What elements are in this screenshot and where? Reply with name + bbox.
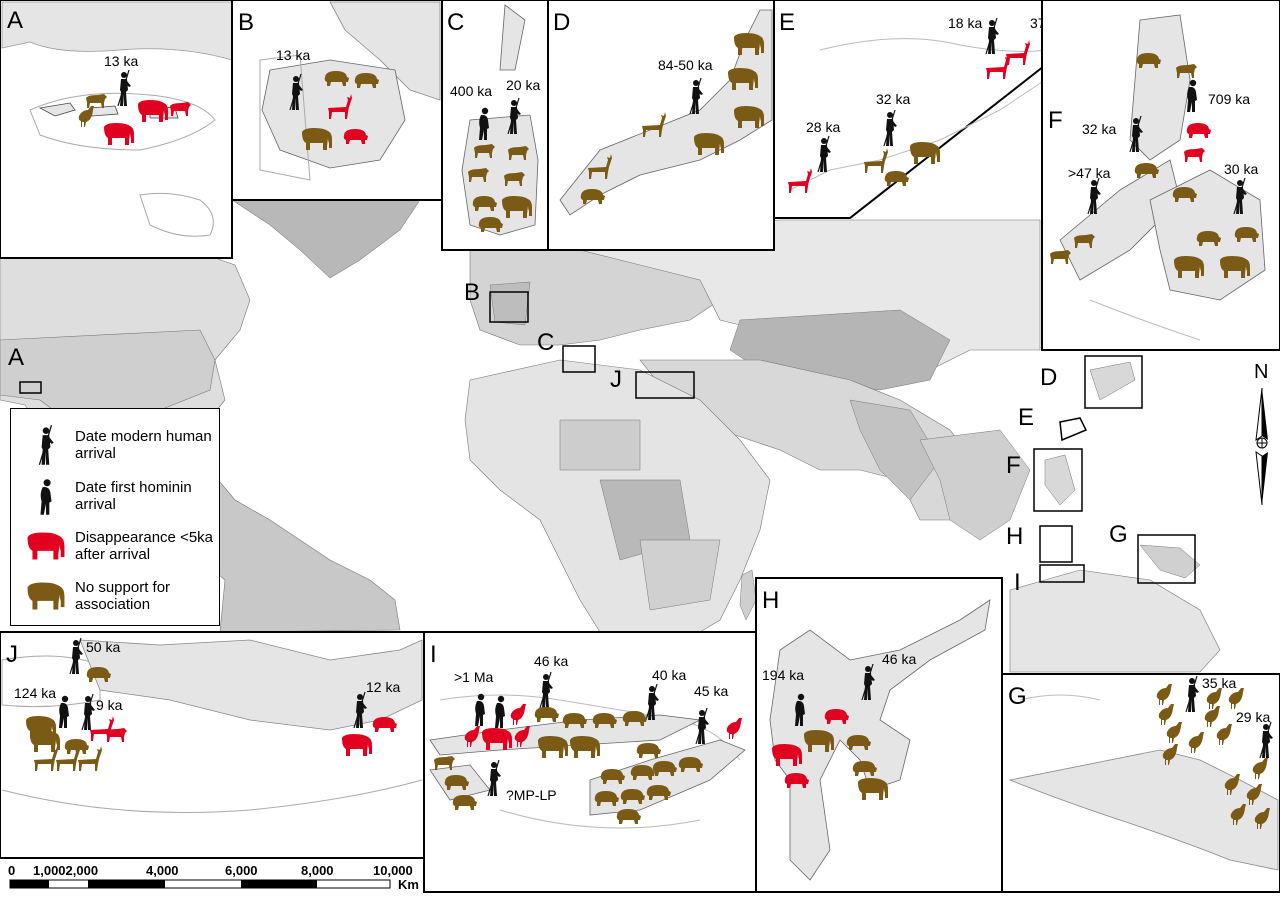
panel-g-date-1: 35 ka bbox=[1202, 675, 1236, 691]
panel-c-date-2: 20 ka bbox=[506, 77, 540, 93]
panel-j-date-2: 124 ka bbox=[14, 685, 56, 701]
panel-b-letter: B bbox=[238, 9, 254, 36]
scale-tick-3: 6,000 bbox=[225, 863, 258, 878]
north-arrow: N bbox=[1254, 361, 1268, 506]
panel-b: B 13 ka bbox=[231, 0, 443, 201]
elephant-brown-icon bbox=[27, 582, 65, 610]
panel-c: C 400 ka 20 ka bbox=[441, 0, 549, 251]
panel-f-date-4: 30 ka bbox=[1224, 161, 1258, 177]
panel-f-date-3: >47 ka bbox=[1068, 165, 1111, 181]
panel-c-date-1: 400 ka bbox=[450, 83, 492, 99]
legend-no-support-label: No support for association bbox=[75, 579, 171, 613]
panel-a: A 13 ka bbox=[0, 0, 233, 259]
scale-bar: 0 1,0002,000 4,000 6,000 8,000 10,000 Km bbox=[8, 863, 419, 892]
legend-first-hominin: Date first hominin arrival bbox=[17, 475, 217, 517]
panel-i-date-5: ?MP-LP bbox=[506, 787, 557, 803]
study-box-h[interactable] bbox=[1039, 525, 1073, 563]
panel-e: E 18 ka 37 ka 28 ka 32 ka bbox=[773, 0, 1123, 219]
panel-b-date: 13 ka bbox=[276, 47, 310, 63]
panel-h-date-1: 194 ka bbox=[762, 667, 804, 683]
legend-first-hominin-label: Date first hominin arrival bbox=[75, 479, 192, 513]
map-label-j: J bbox=[610, 366, 622, 393]
panel-j-letter: J bbox=[6, 641, 18, 668]
panel-j-date-1: 50 ka bbox=[86, 639, 120, 655]
panel-i-date-2: 46 ka bbox=[534, 653, 568, 669]
panel-h-letter: H bbox=[762, 587, 779, 614]
panel-d: D 84-50 ka bbox=[547, 0, 775, 251]
study-area-boxes bbox=[19, 291, 1196, 584]
scale-unit: Km bbox=[398, 877, 419, 892]
map-label-a: A bbox=[8, 344, 24, 371]
modern-human-icon bbox=[38, 424, 55, 466]
map-label-c: C bbox=[537, 329, 554, 356]
study-box-g[interactable] bbox=[1137, 534, 1196, 584]
map-label-g: G bbox=[1109, 521, 1128, 548]
study-box-f[interactable] bbox=[1033, 448, 1083, 512]
study-box-j[interactable] bbox=[635, 371, 695, 399]
map-label-f: F bbox=[1006, 452, 1021, 479]
panel-i-date-1: >1 Ma bbox=[454, 669, 494, 685]
panel-a-letter: A bbox=[7, 7, 23, 34]
panel-e-date-1: 18 ka bbox=[948, 15, 982, 31]
panel-e-letter: E bbox=[779, 9, 795, 36]
panel-j-date-4: 12 ka bbox=[366, 679, 400, 695]
panel-g-letter: G bbox=[1008, 683, 1027, 710]
panel-i-date-4: 45 ka bbox=[694, 683, 728, 699]
panel-d-date: 84-50 ka bbox=[658, 57, 713, 73]
elephant-icon bbox=[910, 142, 940, 164]
map-label-i: I bbox=[1014, 569, 1021, 596]
study-box-c[interactable] bbox=[562, 345, 596, 373]
legend-disappearance-label: Disappearance <5ka after arrival bbox=[75, 529, 214, 563]
map-label-d: D bbox=[1040, 364, 1057, 391]
legend-no-support: No support for association bbox=[17, 579, 217, 613]
legend-modern-human-label: Date modern human arrival bbox=[75, 428, 212, 462]
hominin-icon bbox=[40, 479, 52, 515]
scale-tick-0: 0 bbox=[8, 863, 15, 878]
map-label-b: B bbox=[464, 279, 480, 306]
map-label-h: H bbox=[1006, 523, 1023, 550]
panel-d-letter: D bbox=[553, 9, 570, 36]
panel-e-date-4: 32 ka bbox=[876, 91, 910, 107]
study-box-i[interactable] bbox=[1039, 564, 1085, 583]
study-box-a[interactable] bbox=[19, 381, 42, 394]
panel-g-date-2: 29 ka bbox=[1236, 709, 1270, 725]
study-box-d[interactable] bbox=[1084, 355, 1143, 409]
elephant-red-icon bbox=[27, 532, 65, 560]
legend-disappearance: Disappearance <5ka after arrival bbox=[17, 529, 217, 563]
study-box-e[interactable] bbox=[1059, 417, 1088, 442]
panel-a-date: 13 ka bbox=[104, 53, 138, 69]
study-box-b[interactable] bbox=[489, 291, 529, 323]
legend: Date modern human arrival Date first hom… bbox=[10, 408, 220, 626]
scale-tick-2: 4,000 bbox=[146, 863, 179, 878]
panel-f-letter: F bbox=[1048, 107, 1063, 134]
panel-j-date-3: 9 ka bbox=[96, 697, 123, 713]
scale-tick-1: 1,0002,000 bbox=[33, 863, 98, 878]
scale-tick-5: 10,000 bbox=[373, 863, 413, 878]
panel-i-date-3: 40 ka bbox=[652, 667, 686, 683]
scale-tick-4: 8,000 bbox=[301, 863, 334, 878]
panel-h-date-2: 46 ka bbox=[882, 651, 916, 667]
panel-c-letter: C bbox=[447, 9, 464, 36]
legend-modern-human: Date modern human arrival bbox=[17, 423, 217, 467]
panel-g: G 35 ka 29 ka bbox=[1001, 673, 1280, 893]
panel-i: I >1 Ma 46 ka 40 ka 45 ka ?MP-LP bbox=[423, 631, 757, 893]
panel-f: F 709 ka 32 ka >47 ka 30 ka bbox=[1041, 0, 1280, 351]
panel-f-date-2: 32 ka bbox=[1082, 121, 1116, 137]
panel-e-date-3: 28 ka bbox=[806, 119, 840, 135]
panel-f-date-1: 709 ka bbox=[1208, 91, 1250, 107]
map-label-e: E bbox=[1018, 404, 1034, 431]
map-letters: A B C J D E F H G I bbox=[8, 279, 1128, 596]
panel-i-letter: I bbox=[430, 641, 437, 668]
panel-h: H 194 ka 46 ka bbox=[755, 577, 1003, 893]
north-label: N bbox=[1254, 361, 1268, 383]
main-map-base bbox=[0, 199, 1221, 673]
panel-j: J 50 ka 124 ka 9 ka 12 ka bbox=[0, 631, 425, 859]
